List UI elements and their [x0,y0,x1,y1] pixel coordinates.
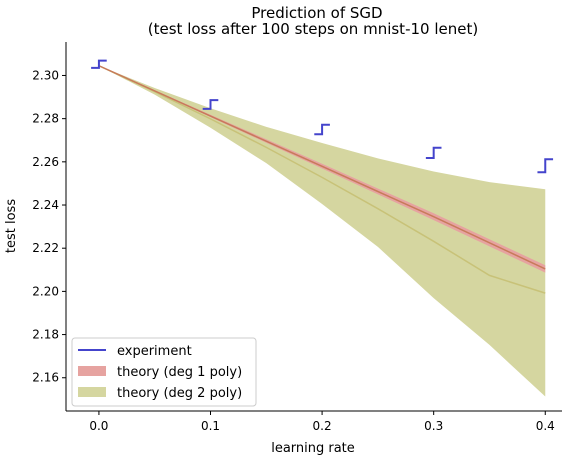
y-tick-label: 2.24 [32,198,59,212]
legend-label-experiment: experiment [117,344,192,359]
legend-label-theory-deg1: theory (deg 1 poly) [117,365,242,380]
legend-swatch-theory-deg1 [78,366,106,376]
y-tick-label: 2.30 [32,68,59,82]
chart-subtitle: (test loss after 100 steps on mnist-10 l… [148,20,478,38]
theory-deg2-band [98,65,546,397]
legend-box [71,337,257,407]
experiment-step-2 [314,123,330,136]
y-tick-label: 2.16 [32,371,59,385]
x-tick-label: 0.3 [424,419,443,433]
y-tick-label: 2.22 [32,241,59,255]
x-tick-label: 0.1 [201,419,220,433]
experiment-step-4 [537,158,554,174]
x-tick-label: 0.4 [536,419,555,433]
plot-area [91,59,554,397]
y-tick-label: 2.18 [32,328,59,342]
theory-deg1-line [98,65,546,270]
theory-deg2-line [98,65,546,294]
x-axis-label: learning rate [271,441,355,456]
x-tick-label: 0.2 [313,419,332,433]
experiment-step-3 [425,146,442,159]
legend-swatch-theory-deg2 [78,387,106,397]
x-tick-label: 0.0 [89,419,108,433]
x-axis-ticks: 0.0 0.1 0.2 0.3 0.4 [89,411,555,433]
y-axis-ticks: 2.16 2.18 2.20 2.22 2.24 2.26 2.28 2.30 [32,68,66,385]
y-tick-label: 2.28 [32,112,59,126]
y-tick-label: 2.26 [32,155,59,169]
legend-label-theory-deg2: theory (deg 2 poly) [117,386,242,401]
experiment-step-1 [202,99,219,110]
chart-title: Prediction of SGD [251,4,382,22]
legend: experiment theory (deg 1 poly) theory (d… [71,337,257,407]
y-tick-label: 2.20 [32,284,59,298]
experiment-step-0 [91,59,107,69]
y-axis-label: test loss [4,199,19,253]
